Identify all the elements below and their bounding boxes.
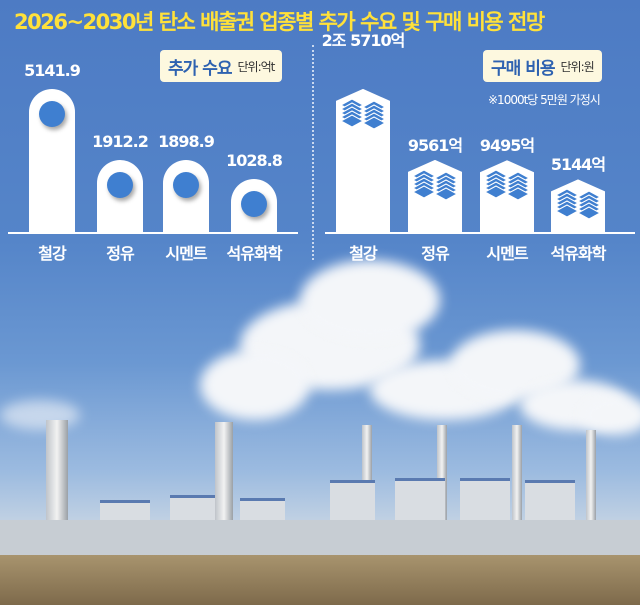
chart-title: 2026~2030년 탄소 배출권 업종별 추가 수요 및 구매 비용 전망 [14, 10, 545, 34]
value-label: 9561억 [407, 135, 463, 155]
value-label: 5141.9 [24, 60, 81, 80]
legend-key: 구매 비용 [491, 58, 555, 79]
value-label: 1028.8 [226, 151, 283, 171]
legend-key: 추가 수요 [168, 58, 232, 79]
value-label: 1898.9 [158, 132, 215, 152]
bar [231, 179, 277, 232]
value-label: 9495억 [479, 136, 535, 156]
bar [480, 160, 534, 232]
legend-unit: 단위:원 [560, 59, 594, 74]
bar [163, 160, 209, 232]
bar [97, 159, 143, 232]
legend-unit: 단위:억t [237, 59, 275, 74]
assumption-note: ※1000t당 5만원 가정시 [488, 93, 601, 107]
category-label: 정유 [421, 244, 449, 263]
circle-marker-icon [107, 171, 133, 198]
bar [408, 159, 462, 232]
baseline-right [325, 232, 635, 234]
money-stack-icon [411, 169, 459, 201]
circle-marker-icon [173, 172, 199, 199]
bar [29, 88, 75, 232]
category-label: 시멘트 [165, 244, 207, 263]
value-label: 5144억 [550, 155, 606, 175]
money-stack-icon [339, 98, 387, 130]
baseline-left [8, 232, 298, 234]
money-stack-icon [554, 188, 602, 220]
legend-demand: 추가 수요 단위:억t [160, 50, 283, 82]
circle-marker-icon [39, 100, 65, 127]
category-label: 석유화학 [550, 244, 607, 263]
value-label: 2조 5710억 [321, 30, 406, 50]
divider [312, 45, 314, 260]
bar [336, 88, 390, 232]
bar [551, 179, 605, 232]
category-label: 석유화학 [226, 244, 283, 263]
circle-marker-icon [241, 191, 267, 218]
money-stack-icon [483, 169, 531, 201]
category-label: 철강 [38, 244, 66, 263]
category-label: 시멘트 [486, 244, 528, 263]
category-label: 철강 [349, 244, 377, 263]
category-label: 정유 [106, 244, 134, 263]
legend-cost: 구매 비용 단위:원 [483, 50, 602, 82]
value-label: 1912.2 [92, 131, 149, 151]
